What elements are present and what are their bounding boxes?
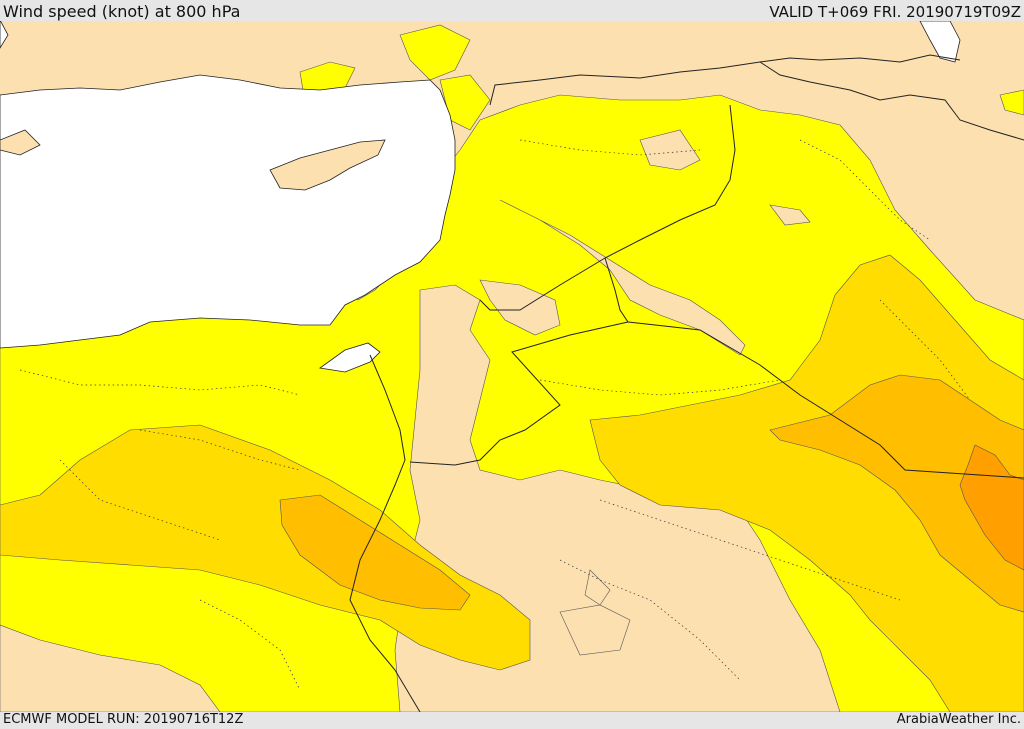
credit-label: ArabiaWeather Inc. <box>896 712 1021 727</box>
model-run-label: ECMWF MODEL RUN: 20190716T12Z <box>3 712 244 727</box>
cyprus-island <box>269 139 386 191</box>
admin-boundaries <box>19 139 971 691</box>
wind-speed-map <box>0 21 1024 712</box>
map-title: Wind speed (knot) at 800 hPa <box>3 2 241 21</box>
country-borders <box>349 54 1024 712</box>
higher-wind-band <box>279 374 1024 613</box>
peak-wind-core <box>959 444 1024 571</box>
footer-bar: ECMWF MODEL RUN: 20190716T12Z ArabiaWeat… <box>0 712 1024 729</box>
valid-time: VALID T+069 FRI. 20190719T09Z <box>769 3 1021 21</box>
strong-wind-band <box>0 254 1024 712</box>
header-bar: Wind speed (knot) at 800 hPa VALID T+069… <box>0 0 1024 21</box>
mediterranean-sea <box>0 21 961 373</box>
crete-island <box>0 129 41 156</box>
